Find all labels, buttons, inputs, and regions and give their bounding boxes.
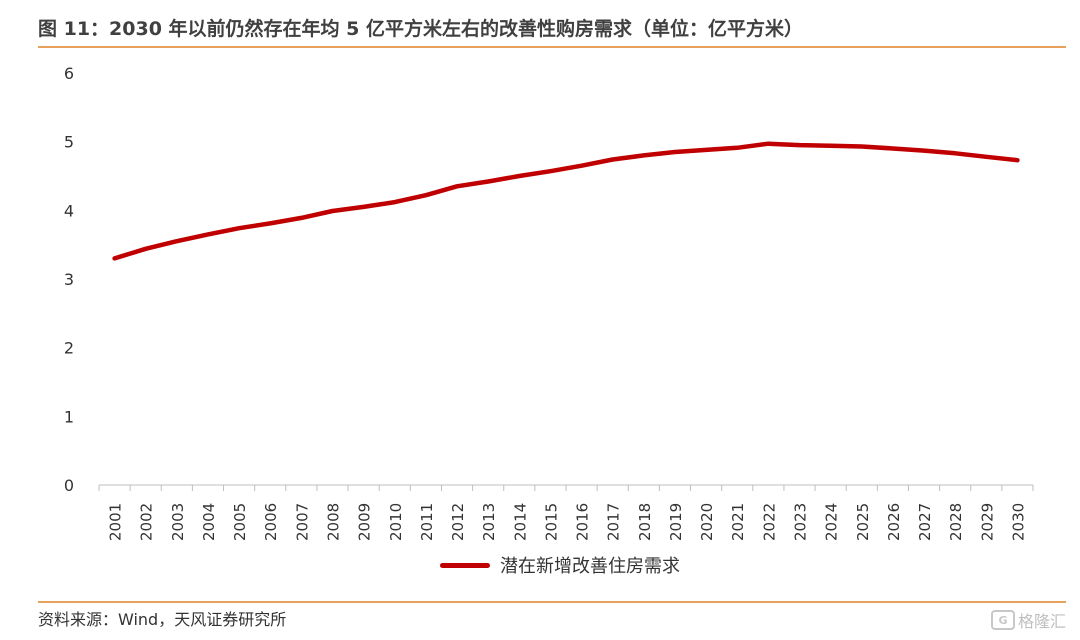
x-tick-label: 2024 bbox=[823, 503, 841, 541]
x-tick-label: 2026 bbox=[885, 503, 903, 541]
x-tick-label: 2021 bbox=[729, 503, 747, 541]
y-tick-label: 1 bbox=[64, 407, 74, 426]
series-layer bbox=[112, 141, 1020, 261]
x-tick-label: 2010 bbox=[387, 503, 405, 541]
x-tick-label: 2022 bbox=[760, 503, 778, 541]
y-tick-label: 4 bbox=[64, 201, 74, 220]
x-tick-label: 2012 bbox=[449, 503, 467, 541]
x-tick-label: 2023 bbox=[792, 503, 810, 541]
x-tick-label: 2018 bbox=[636, 503, 654, 541]
x-tick-label: 2029 bbox=[978, 503, 996, 541]
x-tick-label: 2005 bbox=[231, 503, 249, 541]
x-tick-label: 2003 bbox=[169, 503, 187, 541]
header-divider bbox=[38, 46, 1066, 48]
x-tick-label: 2025 bbox=[854, 503, 872, 541]
x-tick-label: 2016 bbox=[574, 503, 592, 541]
legend-label: 潜在新增改善住房需求 bbox=[500, 556, 680, 577]
x-tick-label: 2028 bbox=[947, 503, 965, 541]
x-tick-label: 2027 bbox=[916, 503, 934, 541]
x-tick-label: 2011 bbox=[418, 503, 436, 541]
x-tick-label: 2004 bbox=[200, 503, 218, 541]
watermark-text: 格隆汇 bbox=[1017, 612, 1066, 631]
x-tick-label: 2002 bbox=[138, 503, 156, 541]
x-tick-label: 2001 bbox=[107, 503, 125, 541]
y-axis: 0 1 2 3 4 5 6 bbox=[64, 64, 74, 495]
watermark-logo-icon: G bbox=[990, 610, 1015, 630]
x-tick-label: 2019 bbox=[667, 503, 685, 541]
x-tick-label: 2009 bbox=[356, 503, 374, 541]
y-tick-label: 0 bbox=[64, 476, 74, 495]
y-tick-label: 3 bbox=[64, 270, 74, 289]
footer-divider bbox=[38, 601, 1066, 603]
line-chart: 0 1 2 3 4 5 6 2001 2002 2003 2004 2005 2006 2007 2008… bbox=[64, 64, 1034, 541]
x-tick-label: 2015 bbox=[542, 503, 560, 541]
x-tick-label: 2030 bbox=[1009, 503, 1027, 541]
y-tick-label: 2 bbox=[64, 339, 74, 358]
chart-title: 图 11：2030 年以前仍然存在年均 5 亿平方米左右的改善性购房需求（单位：… bbox=[38, 18, 804, 40]
watermark: G 格隆汇 bbox=[990, 608, 1066, 632]
y-tick-label: 6 bbox=[64, 64, 74, 83]
x-tick-label: 2020 bbox=[698, 503, 716, 541]
series-line bbox=[112, 141, 1020, 261]
x-tick-label: 2017 bbox=[605, 503, 623, 541]
x-tick-label: 2006 bbox=[262, 503, 280, 541]
legend: 潜在新增改善住房需求 bbox=[440, 552, 680, 578]
legend-swatch bbox=[440, 562, 490, 568]
source-note: 资料来源：Wind，天风证券研究所 bbox=[38, 610, 287, 629]
x-tick-label: 2008 bbox=[325, 503, 343, 541]
x-tick-label: 2013 bbox=[480, 503, 498, 541]
x-tick-label: 2007 bbox=[293, 503, 311, 541]
x-tick-label: 2014 bbox=[511, 503, 529, 541]
x-axis: 2001 2002 2003 2004 2005 2006 2007 2008 2009 2010… bbox=[98, 484, 1034, 541]
y-tick-label: 5 bbox=[64, 133, 74, 152]
